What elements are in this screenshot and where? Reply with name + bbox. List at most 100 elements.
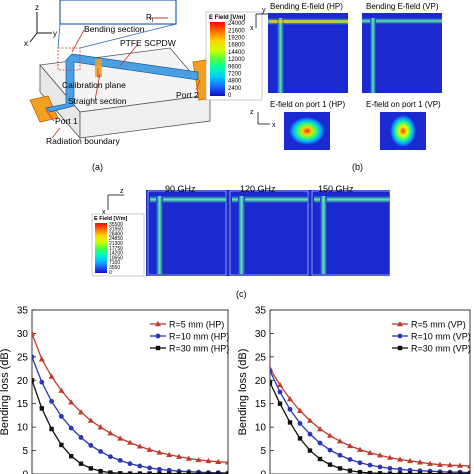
colorbar-c-tick-1: 31950 bbox=[109, 227, 123, 233]
data-point bbox=[167, 471, 172, 474]
svg-text:y: y bbox=[53, 29, 57, 38]
data-point bbox=[377, 464, 383, 470]
data-point bbox=[166, 451, 173, 457]
data-point bbox=[357, 469, 363, 474]
colorbar-c-tick-6: 14200 bbox=[109, 251, 123, 257]
data-point bbox=[225, 459, 228, 465]
title-port-hp: E-field on port 1 (HP) bbox=[270, 100, 345, 109]
y-tick-label: 35 bbox=[17, 306, 29, 317]
legend-label: R=30 mm (VP) bbox=[411, 344, 471, 354]
data-point bbox=[118, 471, 123, 474]
data-point bbox=[38, 356, 45, 362]
series-0 bbox=[270, 365, 470, 469]
colorbar-b-tick-4: 14400 bbox=[228, 50, 245, 56]
data-point bbox=[277, 389, 283, 395]
caption-b: (b) bbox=[352, 162, 363, 172]
data-point bbox=[457, 471, 463, 474]
y-tick-label: 15 bbox=[255, 399, 267, 410]
data-point bbox=[397, 471, 403, 474]
label-ptfe: PTFE SCPDW bbox=[120, 38, 176, 48]
data-point bbox=[68, 425, 74, 431]
plot-frame-0 bbox=[31, 309, 229, 474]
y-tick-label: 20 bbox=[17, 376, 29, 387]
freq-label-150: 150 GHz bbox=[318, 184, 354, 194]
legend-label: R=30 mm (HP) bbox=[169, 344, 229, 354]
data-point bbox=[205, 457, 212, 464]
y-axis-label: Bending loss (dB) bbox=[237, 349, 249, 436]
data-point bbox=[317, 440, 323, 446]
data-point bbox=[127, 439, 133, 445]
data-point bbox=[417, 459, 423, 465]
data-point bbox=[457, 462, 463, 468]
data-point bbox=[297, 420, 303, 426]
data-point bbox=[447, 471, 453, 474]
data-point bbox=[59, 413, 64, 419]
panel-a-labels: Bending section PTFE SCPDW Calibration p… bbox=[45, 24, 201, 146]
caption-c: (c) bbox=[236, 289, 247, 299]
data-point bbox=[337, 466, 343, 471]
panel-a: Ri z y x bbox=[24, 0, 213, 172]
data-point bbox=[327, 447, 333, 453]
data-point bbox=[49, 426, 54, 432]
panel-c: z x E Field [V/m] 3550031950284002485021… bbox=[91, 184, 391, 299]
y-tick-label: 25 bbox=[255, 352, 267, 363]
colorbar-c-tick-7: 10650 bbox=[109, 255, 123, 261]
data-point bbox=[206, 471, 211, 474]
data-point bbox=[270, 368, 273, 374]
panel-b: E Field [V/m] 24000216001920016800144001… bbox=[205, 2, 442, 172]
calibration-plane-face bbox=[95, 59, 102, 77]
data-point bbox=[59, 442, 64, 448]
data-point bbox=[347, 457, 353, 462]
data-point bbox=[377, 471, 383, 474]
data-point bbox=[357, 460, 363, 466]
data-point bbox=[287, 396, 293, 402]
data-point bbox=[157, 466, 162, 472]
label-port-2: Port 2 bbox=[176, 90, 199, 100]
colorbar-b-tick-8: 4800 bbox=[228, 79, 242, 85]
data-point bbox=[98, 468, 103, 474]
data-point bbox=[407, 457, 413, 464]
data-point bbox=[117, 435, 124, 441]
colorbar-c-tick-8: 7100 bbox=[109, 260, 120, 266]
colorbar-b bbox=[210, 22, 225, 96]
data-point bbox=[88, 466, 93, 471]
colorbar-c bbox=[95, 223, 107, 273]
waveguide-path bbox=[45, 53, 199, 113]
data-point bbox=[337, 452, 343, 458]
field-map-freq-2 bbox=[311, 190, 391, 276]
svg-text:y: y bbox=[262, 7, 266, 14]
svg-text:x: x bbox=[24, 39, 28, 48]
colorbar-b-tick-0: 24000 bbox=[228, 21, 245, 27]
field-map-port-vp bbox=[380, 112, 426, 150]
chart-hp: 0 5 10 15 20 25 30 35 Bending loss (dB) R=5 mm (H… bbox=[0, 306, 229, 474]
data-point bbox=[97, 424, 104, 430]
data-point bbox=[108, 454, 113, 460]
data-point bbox=[195, 456, 202, 463]
data-point bbox=[417, 471, 423, 474]
data-point bbox=[387, 454, 393, 460]
legend: R=5 mm (VP) R=10 mm (VP) R=30 mm (VP) bbox=[392, 320, 471, 354]
data-point bbox=[117, 458, 123, 463]
data-point bbox=[98, 449, 103, 454]
data-point bbox=[407, 471, 413, 474]
data-point bbox=[307, 448, 313, 453]
data-point bbox=[270, 380, 273, 385]
data-point bbox=[68, 399, 75, 405]
colorbar-b-tick-1: 21600 bbox=[228, 28, 245, 34]
data-point bbox=[447, 462, 453, 468]
data-point bbox=[88, 443, 94, 448]
legend-label: R=5 mm (VP) bbox=[411, 320, 466, 330]
ri-label: Ri bbox=[146, 13, 153, 24]
series-1 bbox=[32, 354, 228, 474]
series-line bbox=[270, 382, 470, 474]
data-point bbox=[176, 453, 182, 459]
data-point bbox=[467, 471, 470, 474]
data-point bbox=[147, 465, 153, 471]
colorbar-b-ticks: 2400021600192001680014400120009600720048… bbox=[228, 21, 245, 99]
data-point bbox=[78, 461, 84, 466]
y-tick-label: 15 bbox=[17, 399, 29, 410]
colorbar-c-tick-3: 24850 bbox=[109, 236, 123, 242]
colorbar-c-title: E Field [V/m] bbox=[94, 216, 127, 222]
legend: R=5 mm (HP) R=10 mm (HP) R=30 mm (HP) bbox=[150, 320, 229, 354]
data-point bbox=[39, 406, 44, 411]
